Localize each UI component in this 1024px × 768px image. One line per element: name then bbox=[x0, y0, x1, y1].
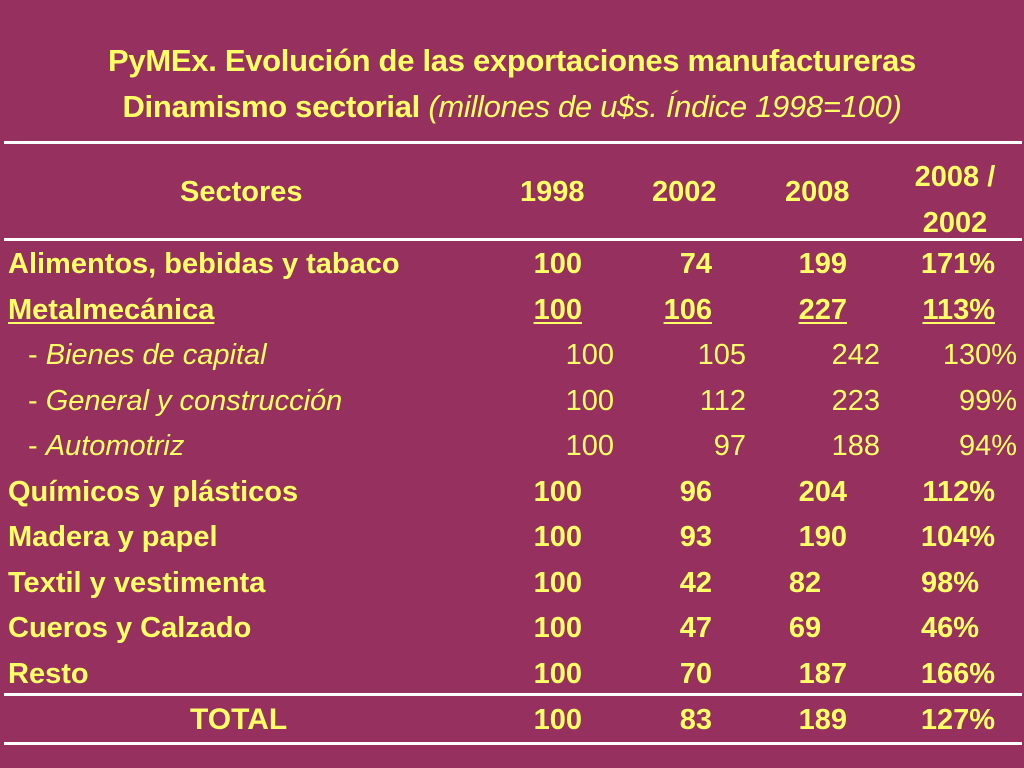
row-label-text: Automotriz bbox=[45, 430, 185, 462]
cell-ratio: 130% bbox=[942, 339, 1017, 371]
table-row: Resto 100 70 187 166% bbox=[0, 651, 1024, 697]
cell-2002: 96 bbox=[679, 476, 712, 508]
cell-2002: 42 bbox=[679, 567, 712, 599]
row-label: Químicos y plásticos bbox=[8, 476, 299, 508]
row-prefix: - bbox=[28, 385, 46, 417]
cell-2002: 74 bbox=[679, 248, 712, 280]
cell-1998: 100 bbox=[533, 612, 582, 644]
cell-1998: 100 bbox=[533, 248, 582, 280]
cell-2002: 93 bbox=[679, 521, 712, 553]
table-top-rule bbox=[4, 141, 1022, 144]
cell-2002: 112 bbox=[699, 385, 746, 417]
row-label-text: Bienes de capital bbox=[45, 339, 267, 371]
row-label: Metalmecánica bbox=[8, 294, 215, 326]
header-2002: 2002 bbox=[652, 176, 717, 208]
cell-ratio: 99% bbox=[958, 385, 1017, 417]
row-label: Cueros y Calzado bbox=[8, 612, 252, 644]
row-label: Alimentos, bebidas y tabaco bbox=[8, 248, 400, 280]
cell-1998: 100 bbox=[533, 658, 582, 690]
header-1998: 1998 bbox=[520, 176, 585, 208]
cell-ratio: 127% bbox=[920, 704, 995, 736]
total-top-rule bbox=[4, 693, 1022, 696]
cell-2002: 70 bbox=[679, 658, 712, 690]
table-row: Madera y papel 100 93 190 104% bbox=[0, 514, 1024, 560]
cell-ratio: 46% bbox=[920, 612, 980, 644]
row-label: - General y construcción bbox=[28, 378, 342, 424]
row-label: Madera y papel bbox=[8, 521, 218, 553]
title-line-1: PyMEx. Evolución de las exportaciones ma… bbox=[108, 43, 916, 78]
table-row: - General y construcción 100 112 223 99% bbox=[0, 378, 1024, 424]
row-label: TOTAL bbox=[190, 703, 288, 736]
row-label: Resto bbox=[8, 658, 89, 690]
table-row: Metalmecánica 100 106 227 113% bbox=[0, 287, 1024, 333]
row-prefix: - bbox=[28, 339, 46, 371]
cell-ratio: 112% bbox=[922, 476, 995, 508]
header-rule bbox=[4, 238, 1022, 241]
header-ratio-line1: 2008 / bbox=[914, 161, 996, 193]
row-prefix: - bbox=[28, 430, 46, 462]
cell-2002: 83 bbox=[679, 704, 712, 736]
cell-1998: 100 bbox=[533, 704, 582, 736]
cell-2002: 97 bbox=[713, 430, 746, 462]
row-label: - Automotriz bbox=[28, 423, 184, 469]
title-line-2: Dinamismo sectorial (millones de u$s. Ín… bbox=[0, 84, 1024, 130]
header-ratio: 2008 / 2002 bbox=[905, 154, 1005, 246]
cell-ratio: 113% bbox=[922, 294, 995, 326]
cell-2008: 187 bbox=[798, 658, 847, 690]
cell-1998: 100 bbox=[565, 339, 614, 371]
cell-2008: 189 bbox=[798, 704, 847, 736]
title-line-2-units: (millones de u$s. Índice 1998=100) bbox=[428, 89, 902, 124]
cell-ratio: 104% bbox=[920, 521, 995, 553]
cell-ratio: 94% bbox=[958, 430, 1017, 462]
row-label-text: General y construcción bbox=[45, 385, 343, 417]
cell-2008: 204 bbox=[798, 476, 847, 508]
cell-2008: 227 bbox=[798, 294, 847, 326]
cell-2008: 69 bbox=[788, 612, 822, 644]
table-row: Alimentos, bebidas y tabaco 100 74 199 1… bbox=[0, 241, 1024, 287]
cell-1998: 100 bbox=[533, 521, 582, 553]
table-row: Textil y vestimenta 100 42 82 98% bbox=[0, 560, 1024, 606]
cell-ratio: 98% bbox=[920, 567, 980, 599]
title-line-2-main: Dinamismo sectorial bbox=[122, 89, 420, 124]
cell-2008: 188 bbox=[831, 430, 880, 462]
cell-2002: 47 bbox=[679, 612, 712, 644]
cell-1998: 100 bbox=[533, 294, 582, 326]
cell-1998: 100 bbox=[565, 430, 614, 462]
cell-2002: 105 bbox=[697, 339, 746, 371]
cell-1998: 100 bbox=[533, 476, 582, 508]
cell-1998: 100 bbox=[565, 385, 614, 417]
cell-2008: 190 bbox=[798, 521, 847, 553]
row-label: Textil y vestimenta bbox=[8, 567, 266, 599]
header-2008: 2008 bbox=[785, 176, 850, 208]
cell-2008: 223 bbox=[831, 385, 880, 417]
header-ratio-line2: 2002 bbox=[922, 207, 988, 239]
cell-1998: 100 bbox=[533, 567, 582, 599]
cell-ratio: 171% bbox=[920, 248, 995, 280]
table-bottom-rule bbox=[4, 742, 1022, 745]
cell-2002: 106 bbox=[663, 294, 712, 326]
cell-2008: 242 bbox=[831, 339, 880, 371]
cell-2008: 199 bbox=[798, 248, 847, 280]
table-row: Químicos y plásticos 100 96 204 112% bbox=[0, 469, 1024, 515]
table-row-total: TOTAL 100 83 189 127% bbox=[0, 697, 1024, 743]
cell-ratio: 166% bbox=[920, 658, 995, 690]
slide-title: PyMEx. Evolución de las exportaciones ma… bbox=[0, 38, 1024, 130]
header-sectores: Sectores bbox=[180, 176, 303, 208]
table-row: - Automotriz 100 97 188 94% bbox=[0, 423, 1024, 469]
table-row: Cueros y Calzado 100 47 69 46% bbox=[0, 605, 1024, 651]
row-label: - Bienes de capital bbox=[28, 332, 267, 378]
table-row: - Bienes de capital 100 105 242 130% bbox=[0, 332, 1024, 378]
table-header: Sectores 1998 2002 2008 2008 / 2002 bbox=[0, 150, 1024, 239]
cell-2008: 82 bbox=[788, 567, 822, 599]
